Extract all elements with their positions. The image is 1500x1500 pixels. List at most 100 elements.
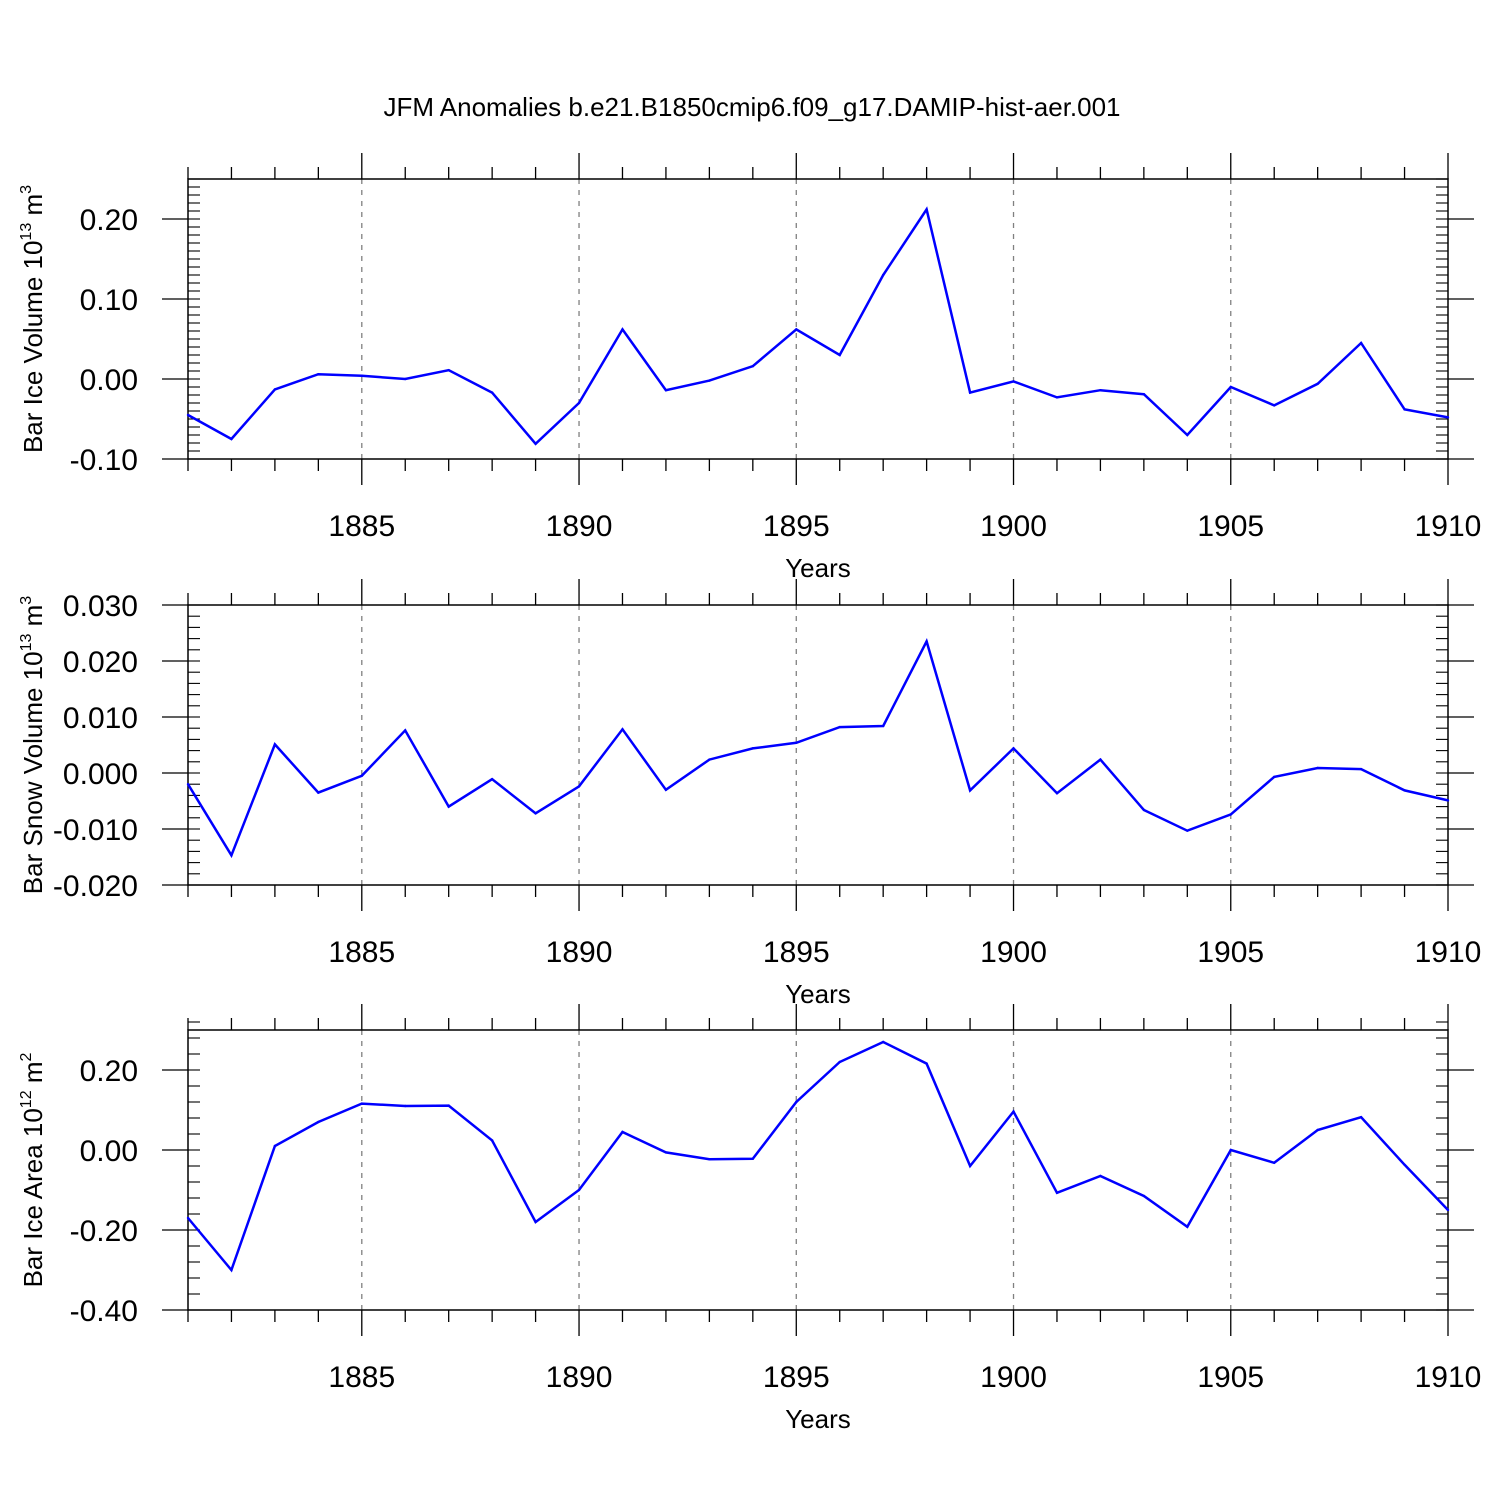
data-point [186, 413, 190, 417]
data-point [186, 1216, 190, 1220]
ice-area-panel: -0.40 -0.20 0.00 0.20 1885 1890 1895 1900 1905 19… [18, 1004, 1481, 1434]
x-tick-label: 1910 [1415, 510, 1482, 543]
data-point [404, 377, 407, 381]
data-point [751, 747, 755, 750]
data-point [925, 1062, 928, 1065]
y-tick-label: 0.010 [63, 702, 138, 735]
x-tick-label: 1895 [763, 936, 830, 969]
data-point [1446, 799, 1450, 802]
y-tick-label: 0.00 [80, 1135, 138, 1168]
data-point [490, 1139, 494, 1142]
x-tick-label: 1900 [980, 936, 1047, 969]
data-point [664, 389, 668, 392]
data-point [317, 1120, 320, 1124]
data-point [1273, 404, 1276, 407]
x-tick-label: 1890 [546, 510, 613, 543]
data-point [447, 805, 450, 808]
data-point [1012, 380, 1015, 383]
chart-title: JFM Anomalies b.e21.B1850cmip6.f09_g17.D… [383, 92, 1120, 122]
y-axis-label: Bar Ice Volume 1013 m3 [18, 185, 48, 453]
data-point [1012, 1110, 1015, 1113]
y-tick-label: -0.10 [70, 444, 138, 477]
data-point [1316, 766, 1319, 770]
data-point [968, 789, 972, 792]
data-point [1055, 791, 1059, 795]
data-point [881, 724, 885, 728]
data-point [1229, 385, 1232, 389]
x-tick-label: 1890 [546, 1361, 613, 1394]
data-point [795, 328, 798, 331]
plot-frame [187, 178, 1449, 460]
y-axis-label: Bar Snow Volume 1013 m3 [18, 596, 48, 895]
data-point [925, 208, 928, 211]
data-point [708, 379, 711, 382]
data-point [577, 401, 581, 405]
y-tick-label: 0.10 [80, 284, 138, 317]
data-point [968, 391, 972, 394]
x-tick-label: 1900 [980, 510, 1047, 543]
x-tick-label: 1910 [1415, 936, 1482, 969]
data-point [534, 442, 537, 445]
data-point [968, 1164, 972, 1168]
data-point [447, 369, 450, 372]
plot-frame [187, 604, 1449, 886]
plot-frame [187, 1029, 1449, 1311]
y-tick-label: 0.030 [63, 590, 138, 623]
x-tick-label: 1900 [980, 1361, 1047, 1394]
data-point [1099, 389, 1102, 392]
series-line [187, 206, 1449, 446]
data-point [838, 725, 841, 729]
data-point [621, 328, 624, 331]
data-point [664, 1151, 668, 1154]
y-tick-label: 0.00 [80, 364, 138, 397]
x-tick-label: 1885 [328, 936, 395, 969]
data-point [360, 374, 363, 377]
data-point [1055, 396, 1059, 399]
x-tick-label: 1885 [328, 510, 395, 543]
data-point [404, 729, 407, 732]
data-point [490, 391, 494, 394]
data-point [1403, 1163, 1406, 1167]
ice-volume-panel: -0.10 0.00 0.10 0.20 1885 1890 1895 1900 1905 191… [18, 153, 1481, 583]
data-point [795, 741, 798, 744]
data-point [577, 785, 581, 788]
y-tick-label: 0.20 [80, 1055, 138, 1088]
data-point [273, 743, 277, 746]
data-point [447, 1104, 450, 1107]
data-point [1273, 1161, 1276, 1165]
data-point [881, 1040, 885, 1044]
data-point [1273, 775, 1276, 779]
y-axis-label: Bar Ice Area 1012 m2 [18, 1052, 48, 1287]
x-tick-label: 1905 [1197, 1361, 1264, 1394]
data-point [1012, 747, 1015, 750]
data-point [751, 365, 755, 368]
data-point [490, 777, 494, 781]
data-point [186, 783, 190, 786]
y-tick-label: 0.000 [63, 758, 138, 791]
data-point [1403, 789, 1406, 792]
x-tick-label: 1905 [1197, 510, 1264, 543]
series-line [187, 1040, 1449, 1273]
data-point [1359, 1116, 1363, 1119]
data-point [1142, 393, 1146, 396]
x-tick-label: 1885 [328, 1361, 395, 1394]
data-point [621, 1130, 624, 1134]
data-point [664, 788, 668, 791]
snow-volume-panel: -0.020 -0.010 0.000 0.010 0.020 0.030 1885 1890… [18, 579, 1481, 1009]
data-point [795, 1100, 798, 1104]
data-point [881, 273, 885, 277]
data-point [1316, 382, 1319, 385]
data-point [1359, 341, 1363, 345]
data-point [1186, 1225, 1189, 1229]
x-tick-label: 1910 [1415, 1361, 1482, 1394]
data-point [317, 373, 320, 376]
data-point [1186, 433, 1189, 437]
data-point [577, 1188, 581, 1192]
data-point [1229, 813, 1232, 816]
data-point [1099, 758, 1102, 761]
data-point [838, 353, 841, 357]
x-tick-label: 1905 [1197, 936, 1264, 969]
series-line [186, 638, 1449, 859]
data-point [1142, 1194, 1146, 1198]
